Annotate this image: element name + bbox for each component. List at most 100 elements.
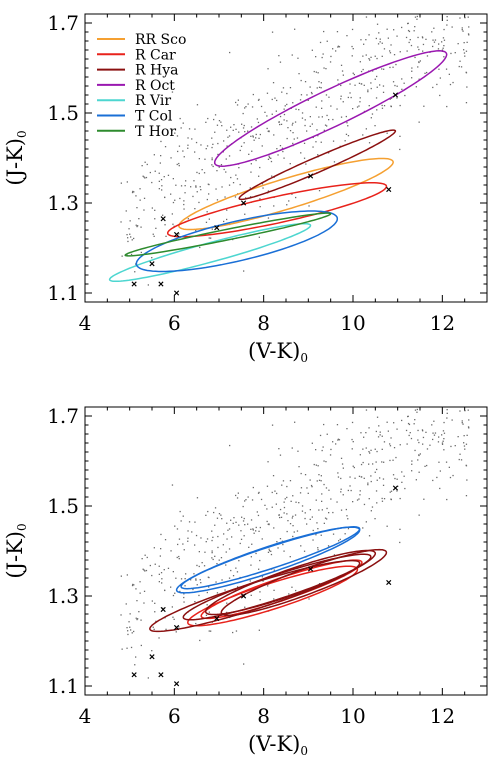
data-point [465,443,468,445]
data-point [235,494,237,497]
data-point [446,417,448,419]
data-point [170,586,172,588]
data-point [153,547,155,549]
data-point [216,563,218,565]
data-point [370,475,372,477]
y-tick-label: 1.7 [47,11,79,35]
data-point [448,466,450,468]
data-point [178,538,181,540]
cross-markers [131,92,399,296]
data-point [409,39,411,41]
data-point [218,166,220,168]
data-point [180,520,182,522]
data-point [326,125,328,127]
data-point [250,528,252,530]
data-point [272,82,275,84]
data-point [291,193,293,195]
data-point [274,490,276,492]
data-point [399,148,401,151]
x-tick-label: 10 [340,704,365,728]
data-point [300,472,302,475]
data-point [129,233,131,235]
data-point [450,445,452,448]
data-point [383,461,385,463]
data-point [394,477,396,480]
data-point [399,135,401,137]
data-point [418,454,420,456]
data-point [323,30,325,33]
data-point [289,130,292,132]
data-point [137,618,139,620]
data-point [425,38,427,40]
data-point [323,522,325,524]
data-point [353,73,355,76]
data-point [216,199,219,201]
data-point [238,524,240,526]
data-point [129,613,131,615]
data-point [194,208,196,210]
ellipse [166,182,388,238]
data-point [292,525,294,527]
data-point [463,445,466,447]
data-point [326,507,328,510]
data-point [152,233,154,235]
data-point [347,125,349,127]
data-point [224,589,226,591]
data-point [338,46,341,48]
data-point [278,121,280,123]
data-point [183,200,185,202]
data-point [216,124,219,126]
data-point [216,170,218,172]
data-point [275,503,277,505]
data-point [298,109,300,111]
data-point [317,549,319,551]
data-point [315,499,317,501]
data-point [303,550,306,552]
x-axis-label: (V-K)0 [248,339,308,365]
data-point [291,586,293,588]
data-point [309,479,311,481]
data-point [137,225,139,227]
ellipse [178,157,394,231]
data-point [374,78,376,80]
data-point [259,599,261,601]
data-point [315,141,317,143]
data-point [234,589,237,591]
data-point [249,196,252,198]
data-point [292,142,294,145]
data-point [326,518,328,520]
plot-frame [84,406,488,696]
data-point [196,191,198,193]
data-point [177,543,179,546]
data-point [318,509,320,511]
data-point [184,192,186,194]
data-point [256,118,258,120]
data-point [462,423,464,425]
data-point [176,163,178,166]
data-point [353,466,355,469]
data-point [337,46,339,48]
data-point [341,70,344,72]
data-point [175,577,177,579]
data-point [292,122,294,124]
data-point [194,128,196,130]
data-point [324,517,327,519]
data-point [390,490,393,492]
data-point [438,68,440,70]
data-point [271,506,273,508]
data-point [179,510,181,513]
data-point [316,480,318,482]
data-point [395,63,397,66]
data-point [267,68,269,70]
data-point [354,477,356,479]
data-point [158,637,160,639]
data-point [126,627,128,629]
data-point [182,150,184,152]
data-point [261,538,263,540]
data-point [443,56,445,58]
data-point [317,547,319,549]
data-point [132,583,134,586]
data-point [138,611,140,613]
data-point [304,512,306,514]
data-point [349,485,351,487]
